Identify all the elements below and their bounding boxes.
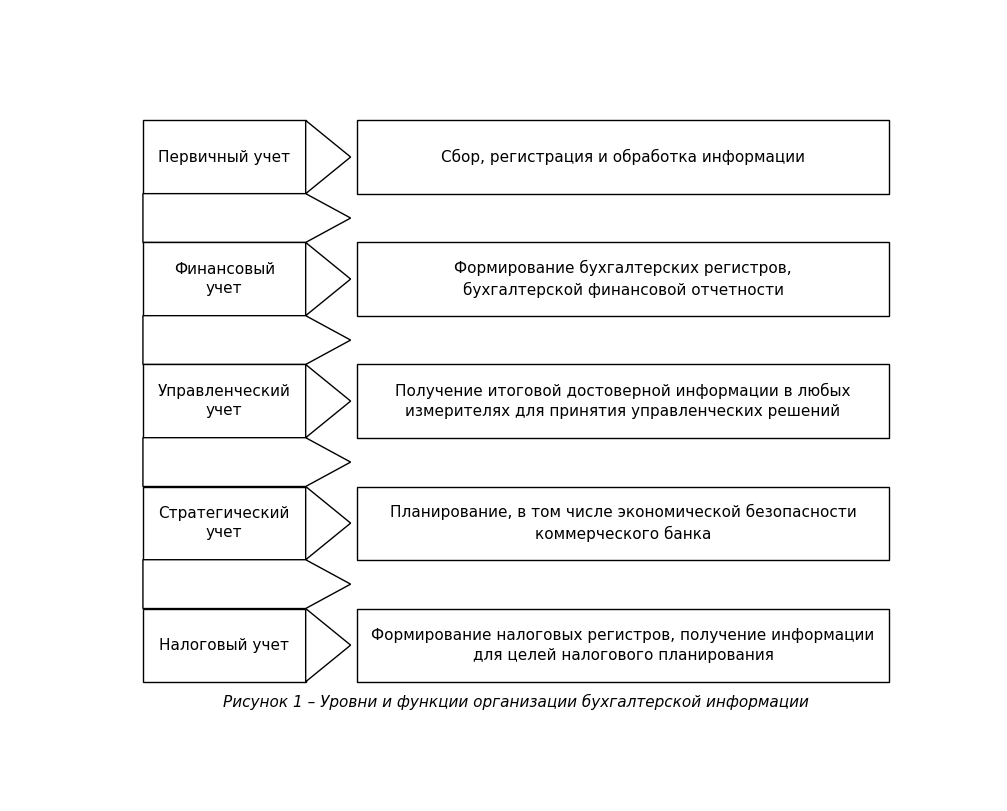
Text: Планирование, в том числе экономической безопасности
коммерческого банка: Планирование, в том числе экономической …: [390, 504, 856, 542]
Text: Управленческий
учет: Управленческий учет: [158, 384, 291, 418]
Polygon shape: [143, 560, 350, 608]
Text: Формирование бухгалтерских регистров,
бухгалтерской финансовой отчетности: Формирование бухгалтерских регистров, бу…: [454, 260, 792, 298]
Text: Стратегический
учет: Стратегический учет: [159, 506, 290, 540]
Polygon shape: [143, 608, 306, 682]
Polygon shape: [143, 120, 306, 194]
Polygon shape: [143, 242, 306, 315]
FancyBboxPatch shape: [356, 242, 889, 315]
Polygon shape: [306, 242, 350, 315]
Text: Налоговый учет: Налоговый учет: [159, 637, 289, 653]
Polygon shape: [143, 364, 306, 438]
Text: Сбор, регистрация и обработка информации: Сбор, регистрация и обработка информации: [441, 149, 805, 165]
Polygon shape: [306, 487, 350, 560]
FancyBboxPatch shape: [356, 487, 889, 560]
Polygon shape: [143, 315, 350, 364]
Text: Финансовый
учет: Финансовый учет: [174, 262, 275, 296]
FancyBboxPatch shape: [356, 608, 889, 682]
FancyBboxPatch shape: [356, 364, 889, 438]
Text: Получение итоговой достоверной информации в любых
измерителях для принятия управ: Получение итоговой достоверной информаци…: [396, 383, 851, 419]
Polygon shape: [143, 194, 350, 242]
Polygon shape: [306, 608, 350, 682]
Text: Рисунок 1 – Уровни и функции организации бухгалтерской информации: Рисунок 1 – Уровни и функции организации…: [224, 693, 809, 710]
Polygon shape: [306, 120, 350, 194]
Text: Формирование налоговых регистров, получение информации
для целей налогового план: Формирование налоговых регистров, получе…: [372, 628, 875, 663]
Text: Первичный учет: Первичный учет: [158, 149, 290, 165]
FancyBboxPatch shape: [356, 120, 889, 194]
Polygon shape: [306, 364, 350, 438]
Polygon shape: [143, 487, 306, 560]
Polygon shape: [143, 438, 350, 487]
